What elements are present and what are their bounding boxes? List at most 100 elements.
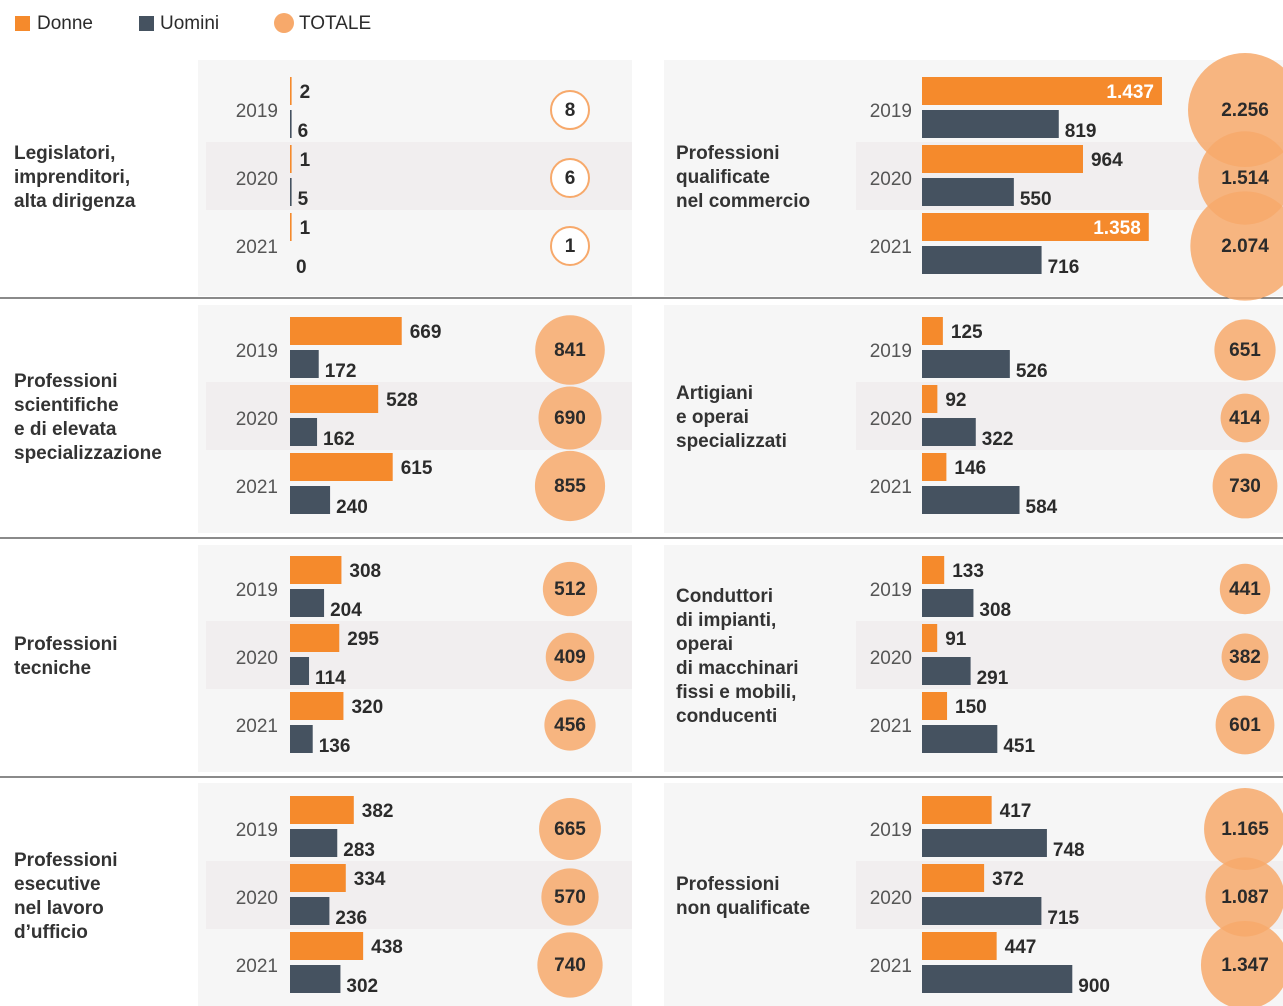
legend-label: Uomini <box>160 13 219 34</box>
total-label: 512 <box>554 579 586 600</box>
total-label: 740 <box>554 955 586 976</box>
value-label: 240 <box>336 497 368 518</box>
total-bubble <box>1204 788 1283 870</box>
value-label: 526 <box>1016 361 1048 382</box>
year-label: 2019 <box>236 580 278 601</box>
value-label: 162 <box>323 429 355 450</box>
total-bubble <box>1219 563 1271 615</box>
panel-title: specializzati <box>676 431 787 452</box>
year-label: 2021 <box>236 477 278 498</box>
panel-title: qualificate <box>676 167 770 188</box>
bar <box>922 418 976 446</box>
total-label: 665 <box>554 819 586 840</box>
bar <box>290 897 330 925</box>
value-label: 2 <box>300 82 311 103</box>
bar <box>922 213 1149 241</box>
value-label: 615 <box>401 458 433 479</box>
bar <box>290 453 393 481</box>
bar <box>290 418 318 446</box>
panel-title: d’ufficio <box>14 922 88 943</box>
value-label: 334 <box>354 869 386 890</box>
total-label: 570 <box>554 887 586 908</box>
year-label: 2019 <box>870 820 912 841</box>
panel-title: operai <box>676 634 733 655</box>
bar <box>290 932 364 960</box>
bar <box>922 657 971 685</box>
total-label: 841 <box>554 340 586 361</box>
legend-label: TOTALE <box>299 13 371 34</box>
value-label: 528 <box>386 390 418 411</box>
panel-title: nel lavoro <box>14 898 104 919</box>
total-bubble <box>1221 633 1269 681</box>
panel-title: Artigiani <box>676 383 753 404</box>
band-bg <box>856 382 1283 450</box>
year-label: 2021 <box>236 237 278 258</box>
value-label: 372 <box>992 869 1024 890</box>
panel-title: fissi e mobili, <box>676 682 796 703</box>
year-label: 2019 <box>236 341 278 362</box>
total-label: 1.087 <box>1221 887 1269 908</box>
total-bubble <box>537 932 603 998</box>
bar <box>922 796 992 824</box>
value-label: 716 <box>1048 257 1080 278</box>
total-label: 8 <box>565 100 576 121</box>
total-label: 414 <box>1229 408 1261 429</box>
value-label: 584 <box>1026 497 1058 518</box>
bar <box>290 965 341 993</box>
value-label: 125 <box>951 322 983 343</box>
year-label: 2020 <box>236 888 278 909</box>
bar <box>290 385 379 413</box>
value-label: 136 <box>319 736 351 757</box>
bar <box>922 589 974 617</box>
bar <box>290 589 325 617</box>
band-bg <box>856 621 1283 689</box>
bar <box>922 829 1047 857</box>
value-label: 1 <box>300 218 311 239</box>
value-label: 236 <box>335 908 367 929</box>
bar <box>290 77 292 105</box>
panel-title: Legislatori, <box>14 143 115 164</box>
panel-title: Professioni <box>14 850 117 871</box>
total-label: 1.165 <box>1221 819 1269 840</box>
value-label: 964 <box>1091 150 1123 171</box>
total-bubble <box>1214 319 1276 381</box>
total-label: 6 <box>565 168 576 189</box>
value-label: 669 <box>410 322 442 343</box>
bar <box>922 965 1073 993</box>
total-label: 2.074 <box>1221 236 1269 257</box>
total-bubble <box>1190 191 1283 301</box>
value-label: 715 <box>1047 908 1079 929</box>
panel-title: nel commercio <box>676 191 810 212</box>
year-label: 2019 <box>236 101 278 122</box>
panel-title: esecutive <box>14 874 101 895</box>
bar <box>922 77 1162 105</box>
panel-title: non qualificate <box>676 898 810 919</box>
panel-title: tecniche <box>14 658 91 679</box>
total-bubble <box>1212 453 1278 519</box>
bar <box>290 213 292 241</box>
value-label: 550 <box>1020 189 1052 210</box>
total-label: 855 <box>554 476 586 497</box>
total-label: 651 <box>1229 340 1261 361</box>
value-label: 5 <box>298 189 309 210</box>
total-bubble <box>550 90 590 130</box>
total-bubble <box>1200 920 1283 1006</box>
panel-title: di macchinari <box>676 658 799 679</box>
total-bubble <box>534 450 606 522</box>
panel-title: Conduttori <box>676 586 773 607</box>
legend-swatch <box>274 13 294 33</box>
bar <box>922 486 1020 514</box>
bar <box>922 932 997 960</box>
bar <box>290 486 331 514</box>
value-label: 291 <box>977 668 1009 689</box>
value-label: 92 <box>945 390 966 411</box>
year-label: 2020 <box>236 169 278 190</box>
bar <box>922 145 1083 173</box>
value-label: 451 <box>1003 736 1035 757</box>
value-label: 133 <box>952 561 984 582</box>
bar <box>922 692 948 720</box>
bar <box>922 350 1010 378</box>
total-bubble <box>544 699 596 751</box>
bar <box>922 725 998 753</box>
